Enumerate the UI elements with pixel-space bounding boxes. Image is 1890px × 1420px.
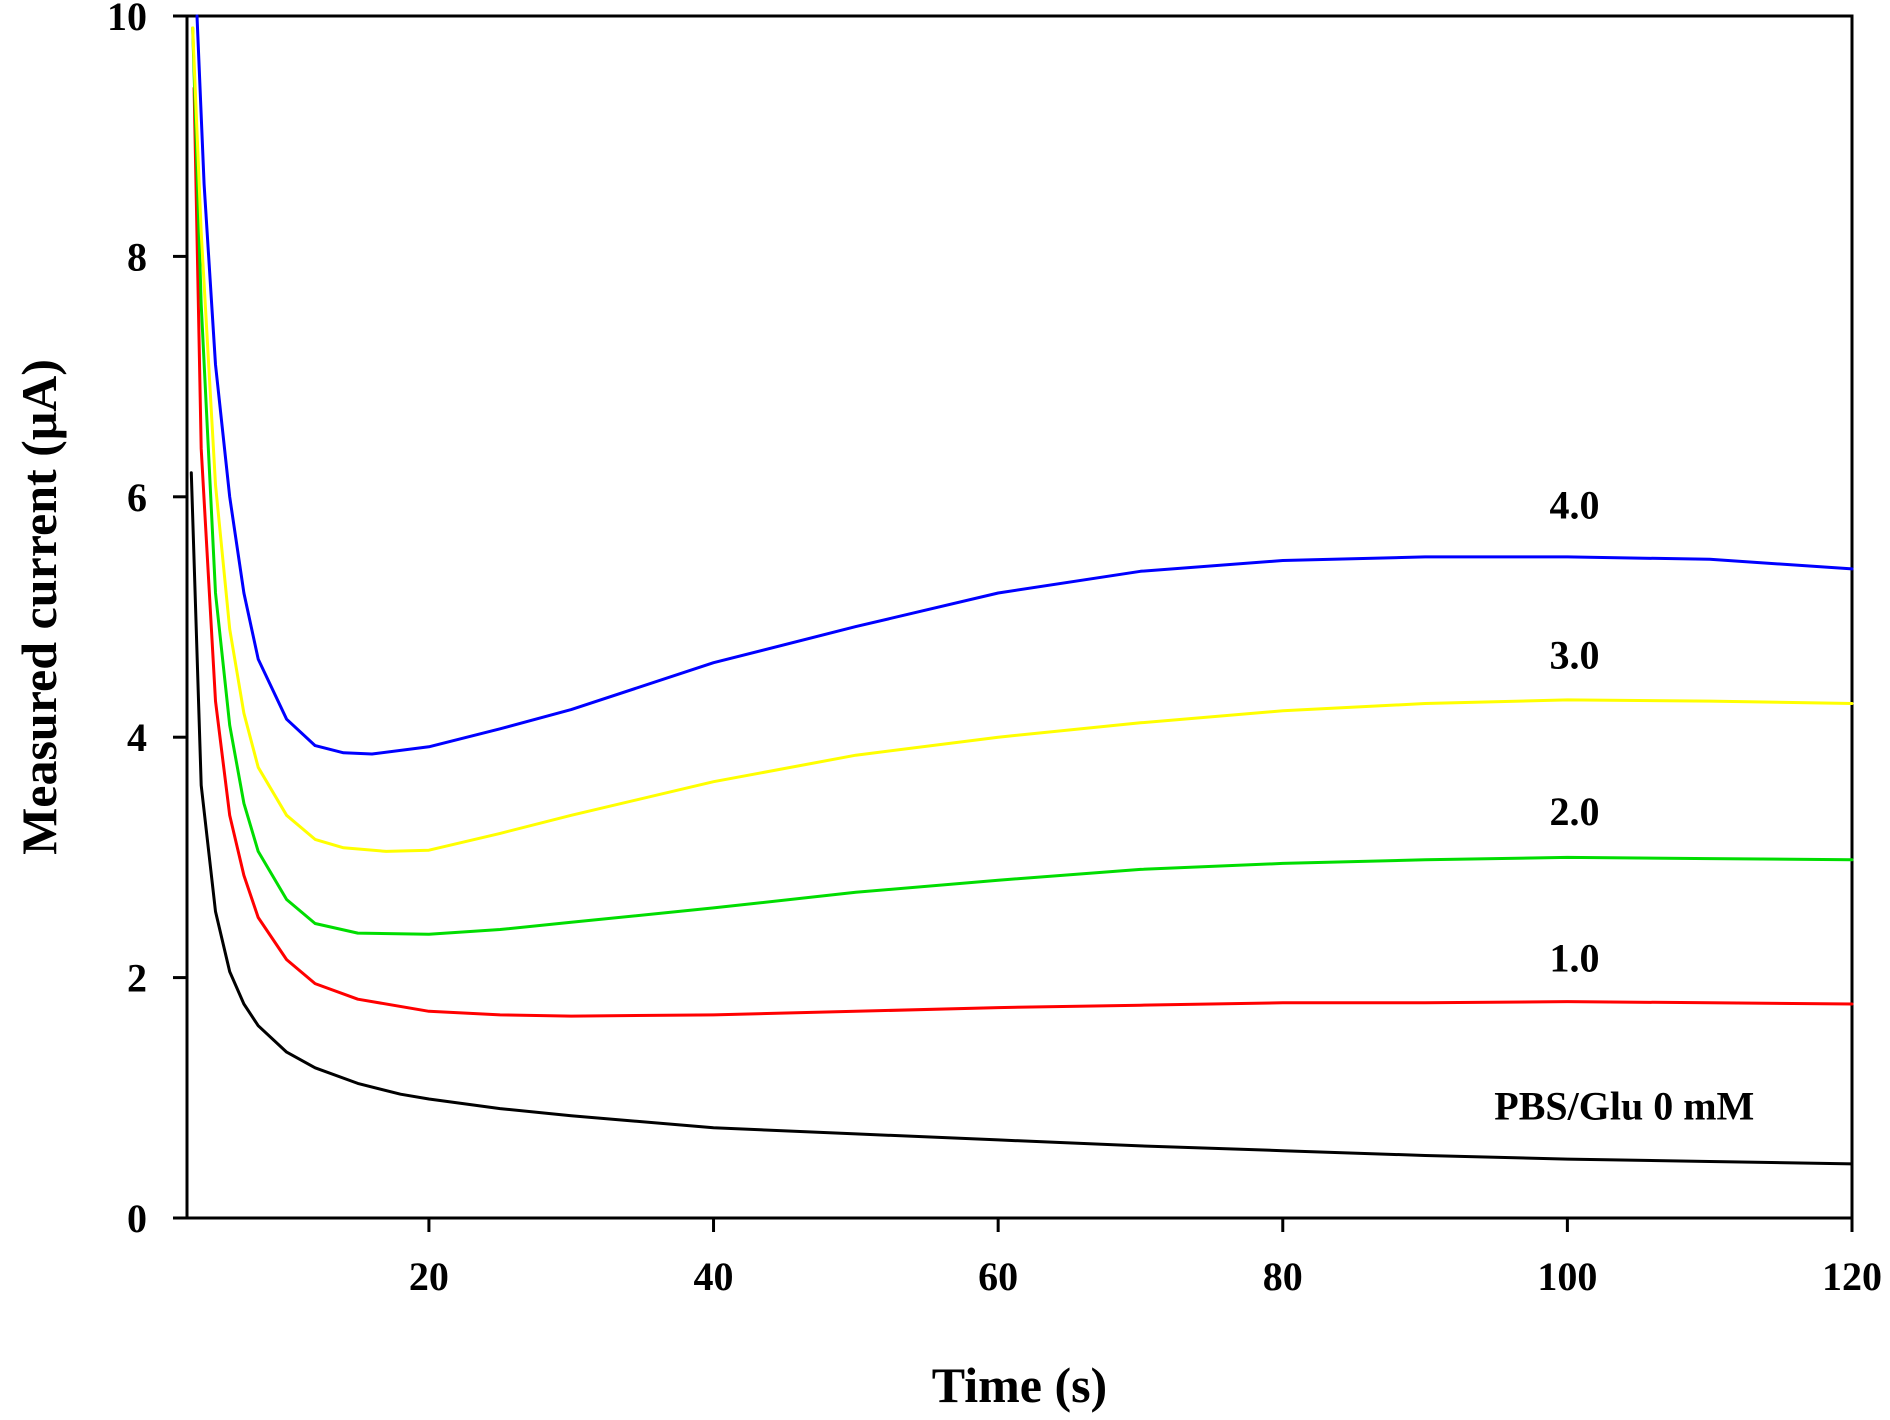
y-tick-label: 4 bbox=[127, 715, 147, 760]
series-line-4 bbox=[195, 14, 1854, 756]
x-tick-label: 120 bbox=[1822, 1254, 1882, 1299]
series-line-2 bbox=[191, 26, 1854, 936]
series-lines bbox=[189, 14, 1854, 1166]
x-axis-ticks: 20 40 60 80 100 120 bbox=[409, 1218, 1882, 1299]
y-axis-title: Measured current (μA) bbox=[11, 359, 67, 855]
series-line-3 bbox=[191, 26, 1854, 853]
series-labels: 4.0 3.0 2.0 1.0 PBS/Glu 0 mM bbox=[1494, 482, 1754, 1128]
series-label-3: 3.0 bbox=[1550, 633, 1600, 678]
y-tick-label: 6 bbox=[127, 475, 147, 520]
x-tick-label: 20 bbox=[409, 1254, 449, 1299]
series-label-4: 4.0 bbox=[1550, 482, 1600, 527]
series-label-1: 1.0 bbox=[1550, 936, 1600, 981]
x-tick-label: 40 bbox=[694, 1254, 734, 1299]
x-tick-label: 60 bbox=[978, 1254, 1018, 1299]
y-axis-ticks: 0 2 4 6 8 10 bbox=[107, 0, 187, 1241]
plot-frame bbox=[185, 14, 1854, 1220]
series-line-1 bbox=[192, 86, 1854, 1018]
series-label-2: 2.0 bbox=[1550, 789, 1600, 834]
x-tick-label: 80 bbox=[1263, 1254, 1303, 1299]
y-tick-label: 10 bbox=[107, 0, 147, 39]
x-axis-title: Time (s) bbox=[932, 1357, 1107, 1413]
y-tick-label: 0 bbox=[127, 1196, 147, 1241]
plot-area bbox=[185, 14, 1854, 1220]
y-tick-label: 8 bbox=[127, 234, 147, 279]
x-tick-label: 100 bbox=[1537, 1254, 1597, 1299]
series-line-0 bbox=[189, 471, 1854, 1166]
series-label-0: PBS/Glu 0 mM bbox=[1494, 1083, 1754, 1128]
y-tick-label: 2 bbox=[127, 956, 147, 1001]
